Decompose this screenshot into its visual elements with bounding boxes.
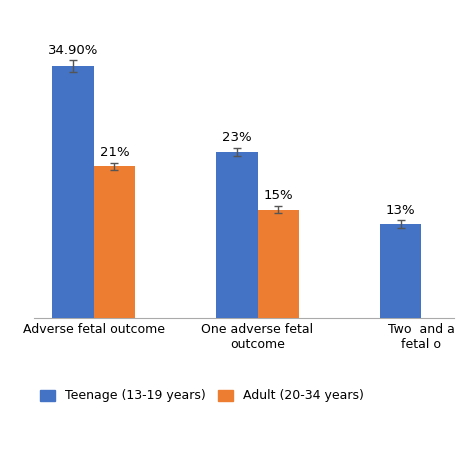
Bar <box>216 152 257 318</box>
Bar <box>94 166 135 318</box>
Text: 13%: 13% <box>386 204 415 217</box>
Text: 15%: 15% <box>264 190 293 202</box>
Legend: Teenage (13-19 years), Adult (20-34 years): Teenage (13-19 years), Adult (20-34 year… <box>40 390 364 402</box>
Bar <box>257 210 299 318</box>
Text: 34.90%: 34.90% <box>48 44 98 57</box>
Bar <box>52 66 94 318</box>
Text: 21%: 21% <box>100 146 129 159</box>
Bar <box>380 224 421 318</box>
Text: 23%: 23% <box>222 131 252 144</box>
